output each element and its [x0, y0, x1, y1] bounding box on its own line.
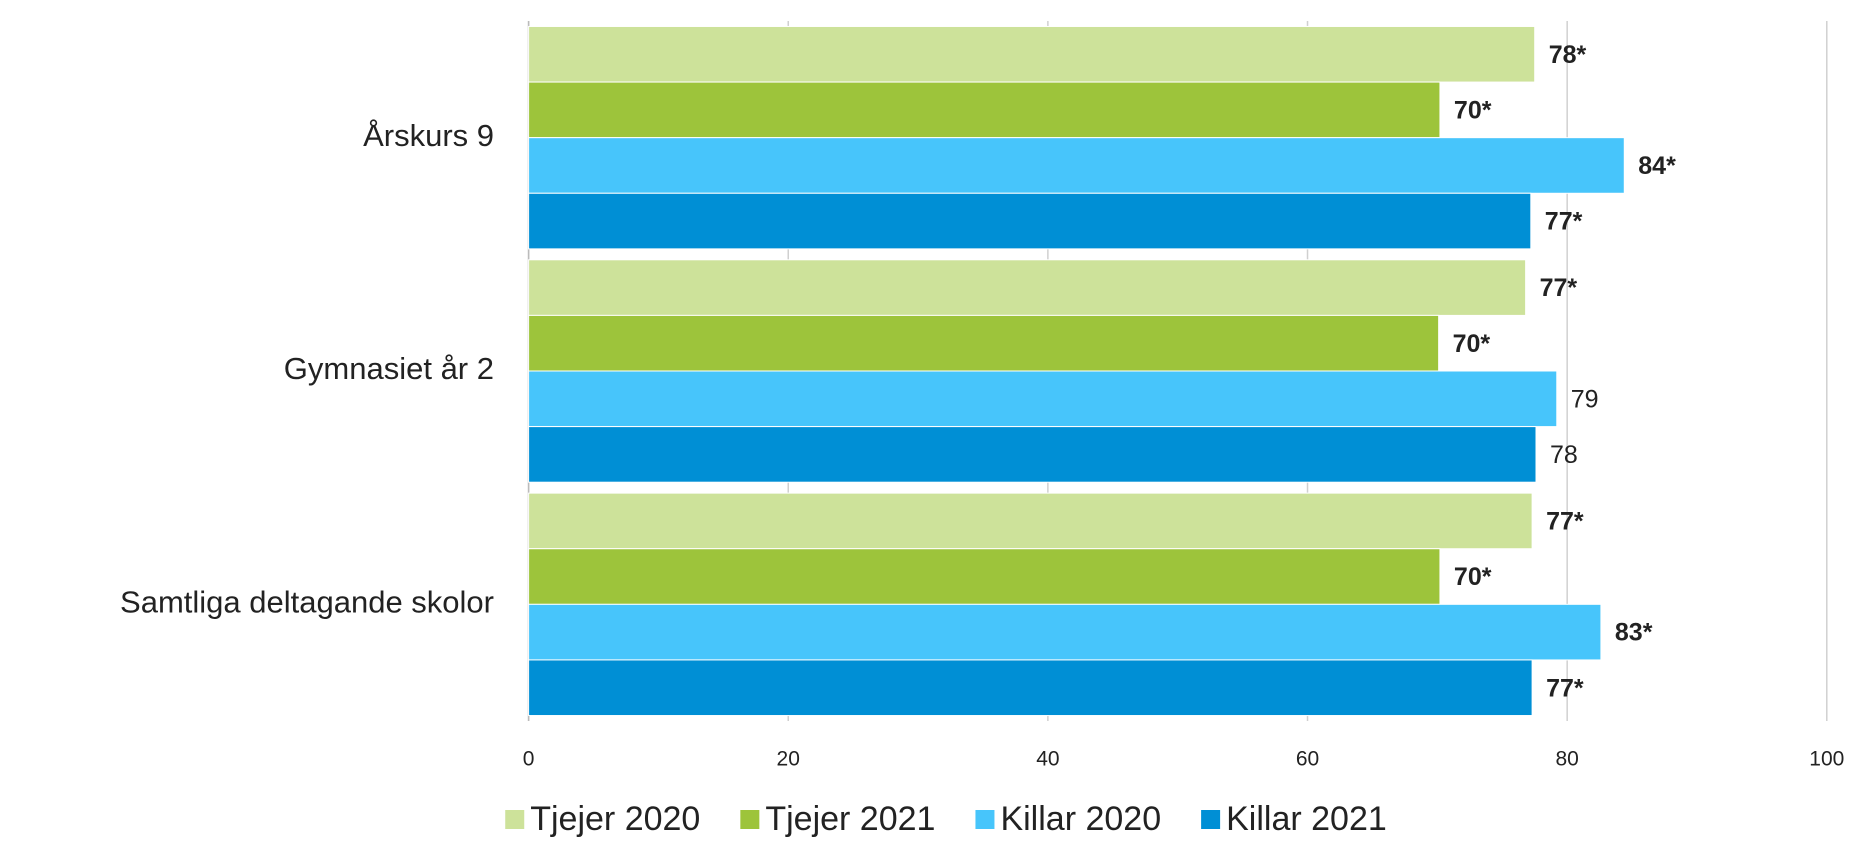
legend-swatch: [505, 810, 525, 829]
legend-label: Killar 2020: [1000, 800, 1161, 838]
legend-swatch: [975, 810, 995, 829]
data-label: 78*: [1549, 41, 1587, 69]
legend-swatch: [740, 810, 760, 829]
data-label: 83*: [1615, 619, 1653, 647]
legend-label: Tjejer 2021: [765, 800, 935, 838]
x-tick-label: 60: [1296, 748, 1319, 771]
bar: [528, 426, 1537, 483]
legend-label: Killar 2021: [1226, 800, 1387, 838]
y-tick-label: Samtliga deltagande skolor: [120, 585, 494, 620]
bar: [528, 659, 1533, 717]
y-tick-label: Gymnasiet år 2: [284, 351, 494, 386]
bar: [528, 370, 1558, 428]
bar: [528, 603, 1602, 661]
bar: [528, 25, 1536, 83]
bar: [528, 314, 1440, 372]
bar: [528, 137, 1625, 194]
data-label: 77*: [1546, 674, 1584, 702]
data-label: 78: [1550, 441, 1578, 469]
data-label: 79: [1571, 385, 1599, 413]
x-tick-label: 80: [1555, 748, 1578, 771]
data-label: 70*: [1454, 563, 1492, 591]
data-label: 70*: [1454, 96, 1492, 124]
data-label: 77*: [1546, 508, 1584, 536]
bar: [528, 81, 1441, 139]
x-tick-label: 40: [1036, 748, 1059, 771]
data-label: 70*: [1453, 330, 1491, 358]
data-label: 77*: [1540, 274, 1578, 302]
bar: [528, 492, 1533, 550]
data-label: 84*: [1638, 152, 1676, 180]
bar: [528, 192, 1532, 250]
y-tick-label: Årskurs 9: [363, 118, 494, 153]
legend-label: Tjejer 2020: [530, 800, 700, 838]
data-label: 77*: [1545, 208, 1583, 236]
x-tick-label: 100: [1809, 748, 1844, 771]
x-tick-label: 20: [777, 748, 800, 771]
x-tick-label: 0: [523, 748, 535, 771]
bar: [528, 259, 1527, 316]
legend-swatch: [1201, 810, 1221, 829]
bar: [528, 548, 1441, 605]
